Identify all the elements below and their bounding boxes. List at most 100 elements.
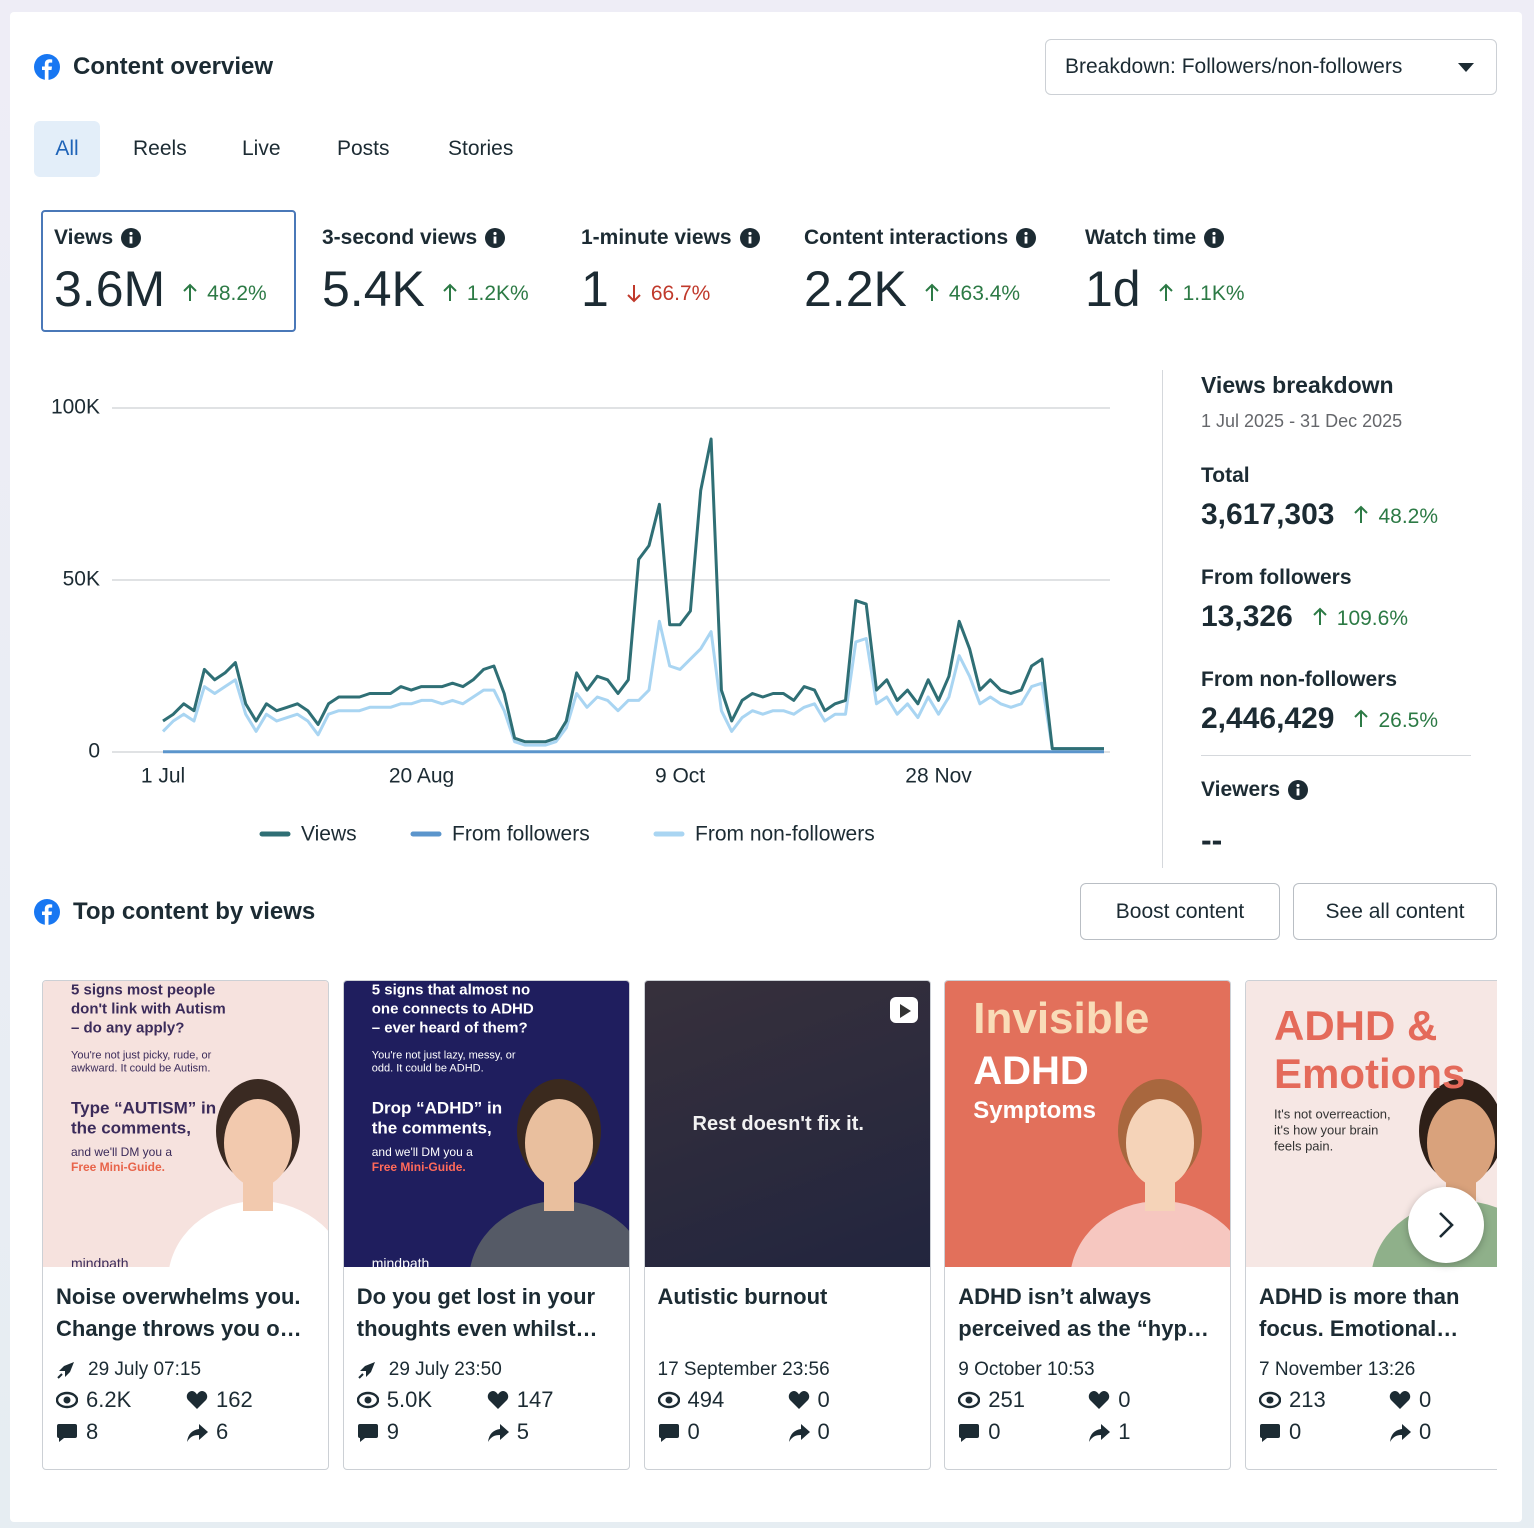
views-icon (56, 1391, 78, 1408)
tab[interactable]: All (34, 121, 100, 177)
stat-value: 0 (687, 1419, 700, 1444)
stat-value: 0 (988, 1419, 1001, 1444)
info-icon (1016, 228, 1037, 248)
breakdown-divider (1201, 755, 1471, 756)
comments-icon (57, 1423, 77, 1442)
tab[interactable]: Posts (337, 137, 390, 160)
metric-value-row: 5.4K 1.2K% (322, 260, 529, 318)
post-stat: 8 (56, 1419, 98, 1445)
thumbnail-text: ADHD (973, 1049, 1089, 1093)
post-date-row: 29 July 07:15 (56, 1359, 201, 1381)
breakdown-label: Total (1201, 464, 1250, 487)
thumbnail: Invisible ADHD Symptoms (945, 981, 1231, 1267)
post-date-row: 29 July 23:50 (357, 1359, 502, 1381)
facebook-logo (34, 899, 60, 925)
thumbnail-text: Symptoms (973, 1097, 1096, 1124)
tab[interactable]: Stories (448, 137, 514, 160)
thumbnail-text: odd. It could be ADHD. (371, 1062, 484, 1075)
page-title: Content overview (73, 53, 274, 80)
metric-label: Views (54, 226, 114, 249)
content-card[interactable]: Invisible ADHD Symptoms ADHD isn’t always p… (944, 980, 1232, 1470)
tab[interactable]: Reels (133, 137, 187, 160)
change-arrow (627, 285, 641, 303)
likes-icon (1389, 1390, 1411, 1409)
thumbnail-text: Free Mini-Guide. (71, 1160, 166, 1174)
viewers-row: Viewers (1201, 778, 1309, 802)
thumbnail-art (644, 981, 930, 1267)
breakdown-value: 3,617,303 (1201, 498, 1335, 531)
section-title: Top content by views (73, 898, 316, 925)
metric-value: 1d (1085, 261, 1141, 317)
thumbnail-text: the comments, (71, 1118, 191, 1138)
metric-label-row[interactable]: Content interactions (804, 226, 1037, 250)
metric-change: 1.2K% (466, 282, 529, 305)
change-arrow (1354, 709, 1369, 727)
shares-icon (1089, 1423, 1111, 1442)
post-date: 7 November 13:26 (1259, 1359, 1416, 1380)
thumbnail-text: You're not just picky, rude, or (71, 1049, 212, 1062)
breakdown-change: 26.5% (1378, 709, 1439, 732)
thumbnail-text: it's how your brain (1274, 1122, 1379, 1138)
change-arrow (925, 283, 939, 301)
stat-value: 5 (516, 1419, 529, 1444)
metric-label: Watch time (1085, 226, 1197, 249)
post-stat: 6 (186, 1419, 228, 1445)
viewers-value: -- (1201, 822, 1223, 858)
post-stat: 0 (958, 1419, 1001, 1445)
breakdown-change: 48.2% (1378, 505, 1439, 528)
metric-label-row[interactable]: 1-minute views (581, 226, 760, 250)
post-stat: 0 (788, 1419, 830, 1445)
post-stat: 0 (658, 1419, 700, 1445)
post-stat: 0 (788, 1387, 830, 1413)
metric-label-row[interactable]: 3-second views (322, 226, 506, 250)
content-card[interactable]: 5 signs most people don't link with Autis… (42, 980, 329, 1470)
thumbnail-text: Type “AUTISM” in (71, 1098, 217, 1118)
metric-label-row: Views (54, 226, 142, 250)
info-icon (121, 228, 142, 248)
stat-value: 494 (687, 1387, 725, 1412)
comments-icon (959, 1423, 980, 1442)
thumbnail: Rest doesn't fix it. (644, 981, 930, 1267)
metric-value-row: 1d 1.1K% (1085, 260, 1245, 318)
stat-value: 9 (386, 1419, 399, 1444)
stat-value: 0 (1118, 1387, 1131, 1412)
change-arrow (1158, 283, 1173, 301)
post-stat: 0 (1389, 1387, 1431, 1413)
stat-value: 0 (1289, 1419, 1302, 1444)
post-stat: 0 (1259, 1419, 1301, 1445)
stat-value: 6 (216, 1419, 229, 1444)
likes-icon (1089, 1390, 1110, 1409)
metric-selected-box[interactable] (41, 210, 296, 332)
post-caption: ADHD is more than focus. Emotional… (1259, 1284, 1460, 1341)
change-arrow (1354, 505, 1369, 523)
breakdown-label: From non-followers (1201, 668, 1397, 691)
stat-value: 213 (1289, 1387, 1326, 1412)
change-arrow (443, 283, 457, 301)
next-button[interactable] (1408, 1187, 1484, 1263)
stat-value: 6.2K (86, 1387, 132, 1412)
content-card[interactable]: 5 signs that almost no one connects to AD… (342, 980, 630, 1470)
metric-label-row[interactable]: Watch time (1085, 226, 1225, 250)
breakdown-dropdown[interactable]: Breakdown: Followers/non-followers (1045, 39, 1497, 95)
stat-value: 8 (86, 1419, 99, 1444)
boost-button[interactable]: Boost content (1080, 883, 1280, 940)
thumbnail-text: don't link with Autism (71, 1000, 226, 1018)
thumbnail: 5 signs that almost no one connects to AD… (343, 981, 629, 1267)
post-stat: 251 (958, 1387, 1025, 1413)
post-stat: 5.0K (356, 1387, 432, 1413)
breakdown-value-row: 2,446,429 26.5% (1201, 702, 1438, 736)
thumbnail-text: mindpath (71, 1255, 129, 1267)
metric-value: 1 (581, 261, 609, 317)
dropdown-label: Breakdown: Followers/non-followers (1065, 55, 1403, 78)
thumbnail-text: Invisible (973, 994, 1150, 1043)
dropdown-caret (1458, 63, 1474, 72)
content-card[interactable]: Rest doesn't fix it. Autistic burnout 17 S… (643, 980, 931, 1470)
see-all-button[interactable]: See all content (1293, 883, 1497, 940)
tab[interactable]: Live (242, 137, 281, 160)
post-stat: 0 (1088, 1387, 1131, 1413)
post-date: 17 September 23:56 (657, 1359, 830, 1380)
post-stat: 9 (357, 1419, 399, 1445)
metric-label: 3-second views (322, 226, 478, 249)
post-stat: 147 (487, 1387, 553, 1413)
